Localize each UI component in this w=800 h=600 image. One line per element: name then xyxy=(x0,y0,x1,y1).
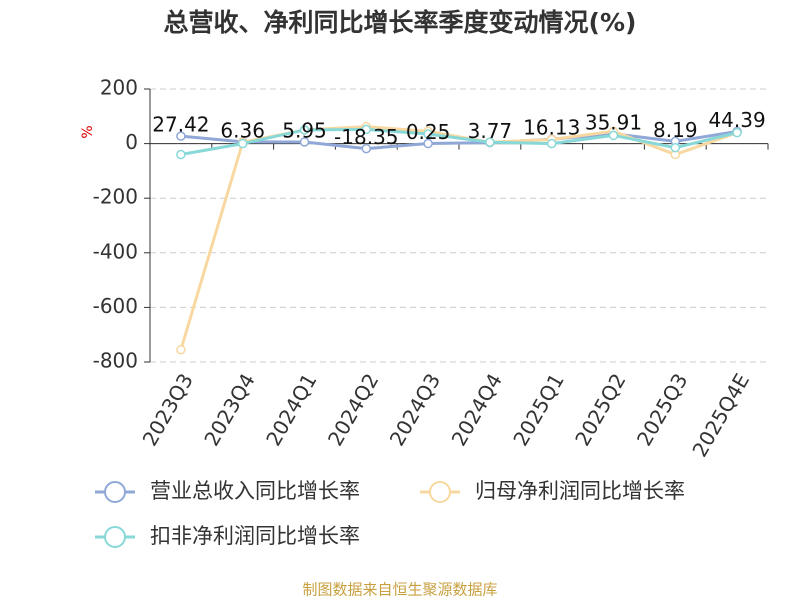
data-point xyxy=(608,130,619,141)
y-tick-label: -200 xyxy=(93,185,138,209)
x-tick-label: 2025Q2 xyxy=(570,369,630,450)
data-label: 35.91 xyxy=(585,110,642,134)
data-point xyxy=(423,138,433,149)
data-label: 3.77 xyxy=(468,119,513,143)
data-label: 8.19 xyxy=(653,118,698,142)
data-point xyxy=(423,129,433,139)
data-point xyxy=(361,143,372,154)
y-tick-label: -800 xyxy=(93,349,138,373)
data-point xyxy=(176,149,186,160)
data-point xyxy=(670,142,681,153)
series-line xyxy=(180,130,738,151)
legend-marker xyxy=(429,481,451,503)
data-label: 0.25 xyxy=(406,120,451,144)
data-point xyxy=(237,138,248,149)
series-line xyxy=(180,127,738,156)
series-line xyxy=(179,125,738,351)
y-tick-label: 200 xyxy=(100,76,138,100)
data-point xyxy=(485,137,495,147)
x-tick-label: 2023Q3 xyxy=(138,369,198,450)
data-label: 6.36 xyxy=(220,118,265,142)
x-tick-label: 2025Q3 xyxy=(632,369,692,450)
data-point xyxy=(299,137,310,147)
x-tick-label: 2025Q4E xyxy=(687,369,754,461)
y-tick-label: 0 xyxy=(125,130,138,154)
data-label: 5.95 xyxy=(282,118,327,142)
x-tick-label: 2023Q4 xyxy=(199,369,259,450)
x-tick-label: 2024Q3 xyxy=(385,369,445,450)
data-label: 16.13 xyxy=(523,116,580,140)
data-label: 27.42 xyxy=(152,113,209,137)
legend-marker xyxy=(104,526,126,548)
data-point xyxy=(361,124,372,135)
data-label: -18.35 xyxy=(334,125,398,149)
data-point xyxy=(546,138,557,149)
legend-marker xyxy=(104,481,126,503)
legend-label: 营业总收入同比增长率 xyxy=(150,479,360,503)
source-note: 制图数据来自恒生聚源数据库 xyxy=(302,581,497,599)
legend-label: 扣非净利润同比增长率 xyxy=(150,524,360,548)
x-tick-label: 2024Q1 xyxy=(261,369,321,450)
x-tick-label: 2025Q1 xyxy=(508,369,568,450)
x-tick-label: 2024Q2 xyxy=(323,369,383,450)
x-tick-label: 2024Q4 xyxy=(447,369,507,450)
data-point xyxy=(176,344,186,355)
y-tick-label: -600 xyxy=(93,294,138,318)
chart-title: 总营收、净利同比增长率季度变动情况(%) xyxy=(164,8,637,37)
data-point xyxy=(176,131,186,141)
y-tick-label: -400 xyxy=(93,239,138,263)
data-point xyxy=(732,127,742,138)
data-point xyxy=(299,125,310,135)
legend-label: 归母净利润同比增长率 xyxy=(475,479,685,503)
data-label: 44.39 xyxy=(708,108,765,132)
y-axis-label: % xyxy=(80,125,96,138)
